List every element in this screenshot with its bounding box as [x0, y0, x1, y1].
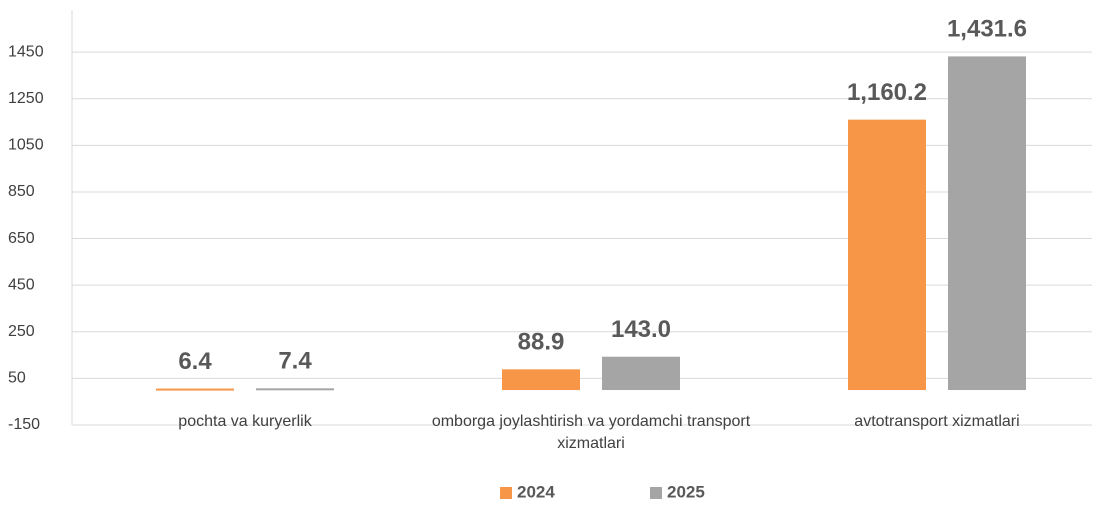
x-tick-label: avtotransport xizmatlari — [854, 413, 1020, 430]
legend-label: 2024 — [517, 482, 555, 501]
data-label: 1,431.6 — [947, 16, 1027, 43]
legend-swatch — [500, 487, 512, 499]
y-tick-label: 850 — [8, 183, 35, 200]
y-tick-label: -150 — [8, 416, 40, 433]
y-tick-label: 1050 — [8, 137, 44, 154]
y-tick-label: 650 — [8, 230, 35, 247]
x-tick-label: omborga joylashtirish va yordamchi trans… — [431, 413, 751, 452]
legend-label: 2025 — [667, 482, 705, 501]
y-tick-label: 450 — [8, 276, 35, 293]
bar — [256, 388, 334, 391]
bar — [948, 56, 1026, 391]
y-tick-label: 1450 — [8, 43, 44, 60]
x-tick-label: pochta va kuryerlik — [178, 413, 312, 430]
y-tick-label: 1250 — [8, 90, 44, 107]
data-label: 7.4 — [278, 348, 312, 375]
legend-swatch — [650, 487, 662, 499]
bar — [848, 119, 926, 391]
y-tick-label: 50 — [8, 370, 26, 387]
y-tick-label: 250 — [8, 323, 35, 340]
data-label: 143.0 — [611, 316, 671, 343]
bar — [502, 369, 580, 391]
data-label: 6.4 — [178, 348, 212, 375]
bar — [602, 356, 680, 391]
data-label: 88.9 — [518, 329, 565, 356]
bar — [156, 388, 234, 391]
data-label: 1,160.2 — [847, 79, 927, 106]
